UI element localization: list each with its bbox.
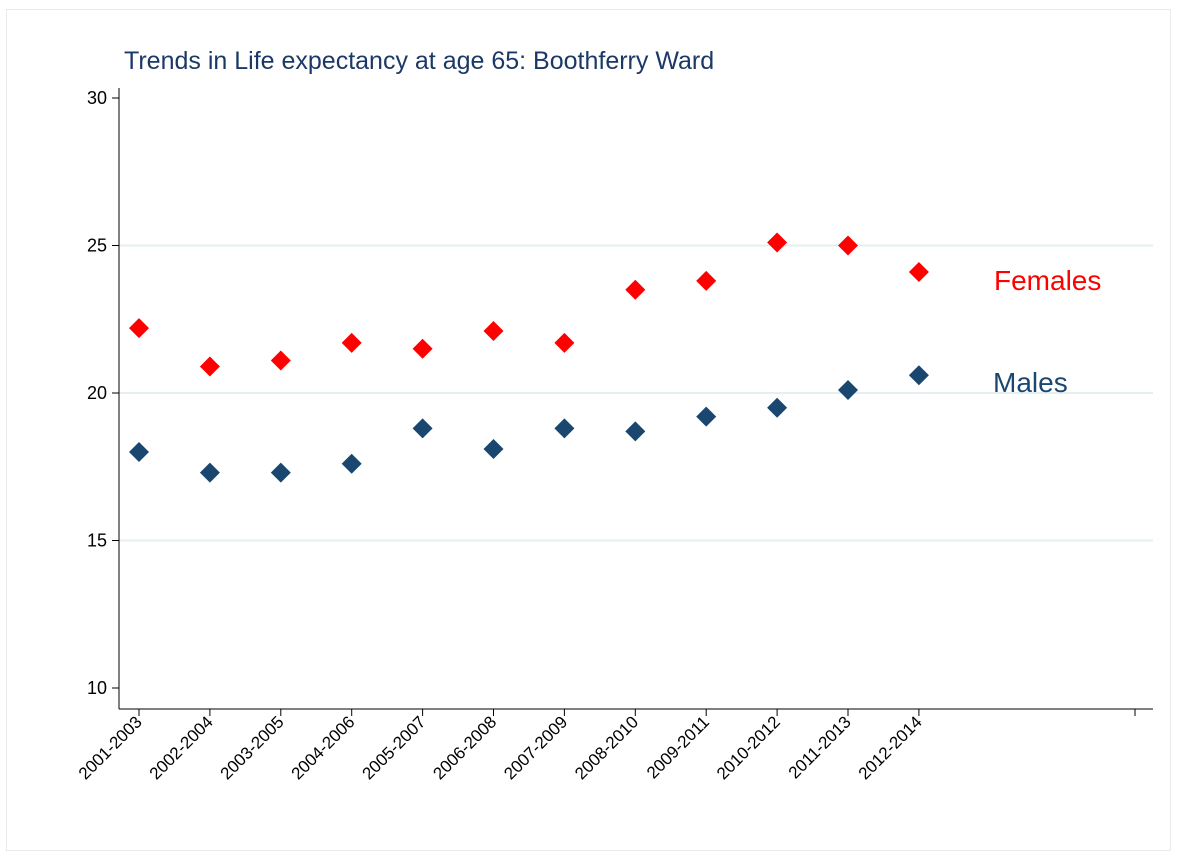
females-point bbox=[767, 232, 788, 253]
females-point bbox=[129, 318, 149, 339]
females-point bbox=[696, 270, 717, 291]
x-tick-label: 2012-2014 bbox=[855, 712, 926, 783]
males-point bbox=[696, 406, 717, 427]
males-point bbox=[270, 462, 291, 483]
x-tick-label: 2004-2006 bbox=[288, 712, 359, 783]
chart-frame bbox=[6, 9, 1171, 851]
females-point bbox=[199, 356, 220, 377]
y-tick-label: 30 bbox=[87, 88, 107, 108]
males-point bbox=[129, 442, 149, 462]
x-tick-label: 2006-2008 bbox=[429, 712, 500, 783]
x-tick-label: 2008-2010 bbox=[571, 712, 642, 783]
series-label-females: Females bbox=[994, 265, 1101, 296]
x-tick-label: 2010-2012 bbox=[713, 712, 784, 783]
series-label-males: Males bbox=[993, 367, 1068, 398]
y-tick-label: 10 bbox=[87, 678, 107, 698]
females-point bbox=[908, 262, 929, 283]
y-tick-label: 20 bbox=[87, 383, 107, 403]
y-axis-ticks: 10 15 20 25 30 bbox=[87, 88, 119, 698]
females-point bbox=[554, 332, 575, 353]
x-tick-label: 2003-2005 bbox=[217, 712, 288, 783]
males-point bbox=[554, 418, 575, 439]
males-point bbox=[199, 462, 220, 483]
x-tick-label: 2002-2004 bbox=[146, 712, 217, 783]
males-point bbox=[483, 439, 504, 460]
y-tick-label: 15 bbox=[87, 531, 107, 551]
x-axis-ticks: 2001-2003 2002-2004 2003-2005 2004-2006 2005… bbox=[75, 709, 926, 783]
chart-title: Trends in Life expectancy at age 65: Boo… bbox=[124, 47, 714, 75]
females-point bbox=[625, 279, 646, 300]
x-tick-label: 2005-2007 bbox=[358, 712, 429, 783]
females-point bbox=[838, 235, 858, 256]
females-point bbox=[270, 350, 291, 371]
males-point bbox=[625, 421, 646, 442]
x-tick-label: 2007-2009 bbox=[500, 712, 571, 783]
x-tick-label: 2001-2003 bbox=[75, 712, 146, 783]
males-point bbox=[767, 397, 788, 418]
males-point bbox=[838, 380, 858, 401]
females-point bbox=[483, 321, 504, 342]
series-labels: Females Males bbox=[993, 265, 1101, 398]
x-tick-label: 2011-2013 bbox=[785, 712, 855, 782]
y-tick-label: 25 bbox=[87, 236, 107, 256]
females-point bbox=[412, 338, 433, 359]
x-tick-label: 2009-2011 bbox=[643, 712, 713, 782]
data-points bbox=[129, 232, 929, 483]
males-point bbox=[412, 418, 433, 439]
gridlines bbox=[119, 244, 1153, 542]
males-point bbox=[908, 365, 929, 386]
females-point bbox=[341, 332, 362, 353]
males-point bbox=[341, 453, 362, 474]
axes bbox=[118, 88, 1153, 716]
